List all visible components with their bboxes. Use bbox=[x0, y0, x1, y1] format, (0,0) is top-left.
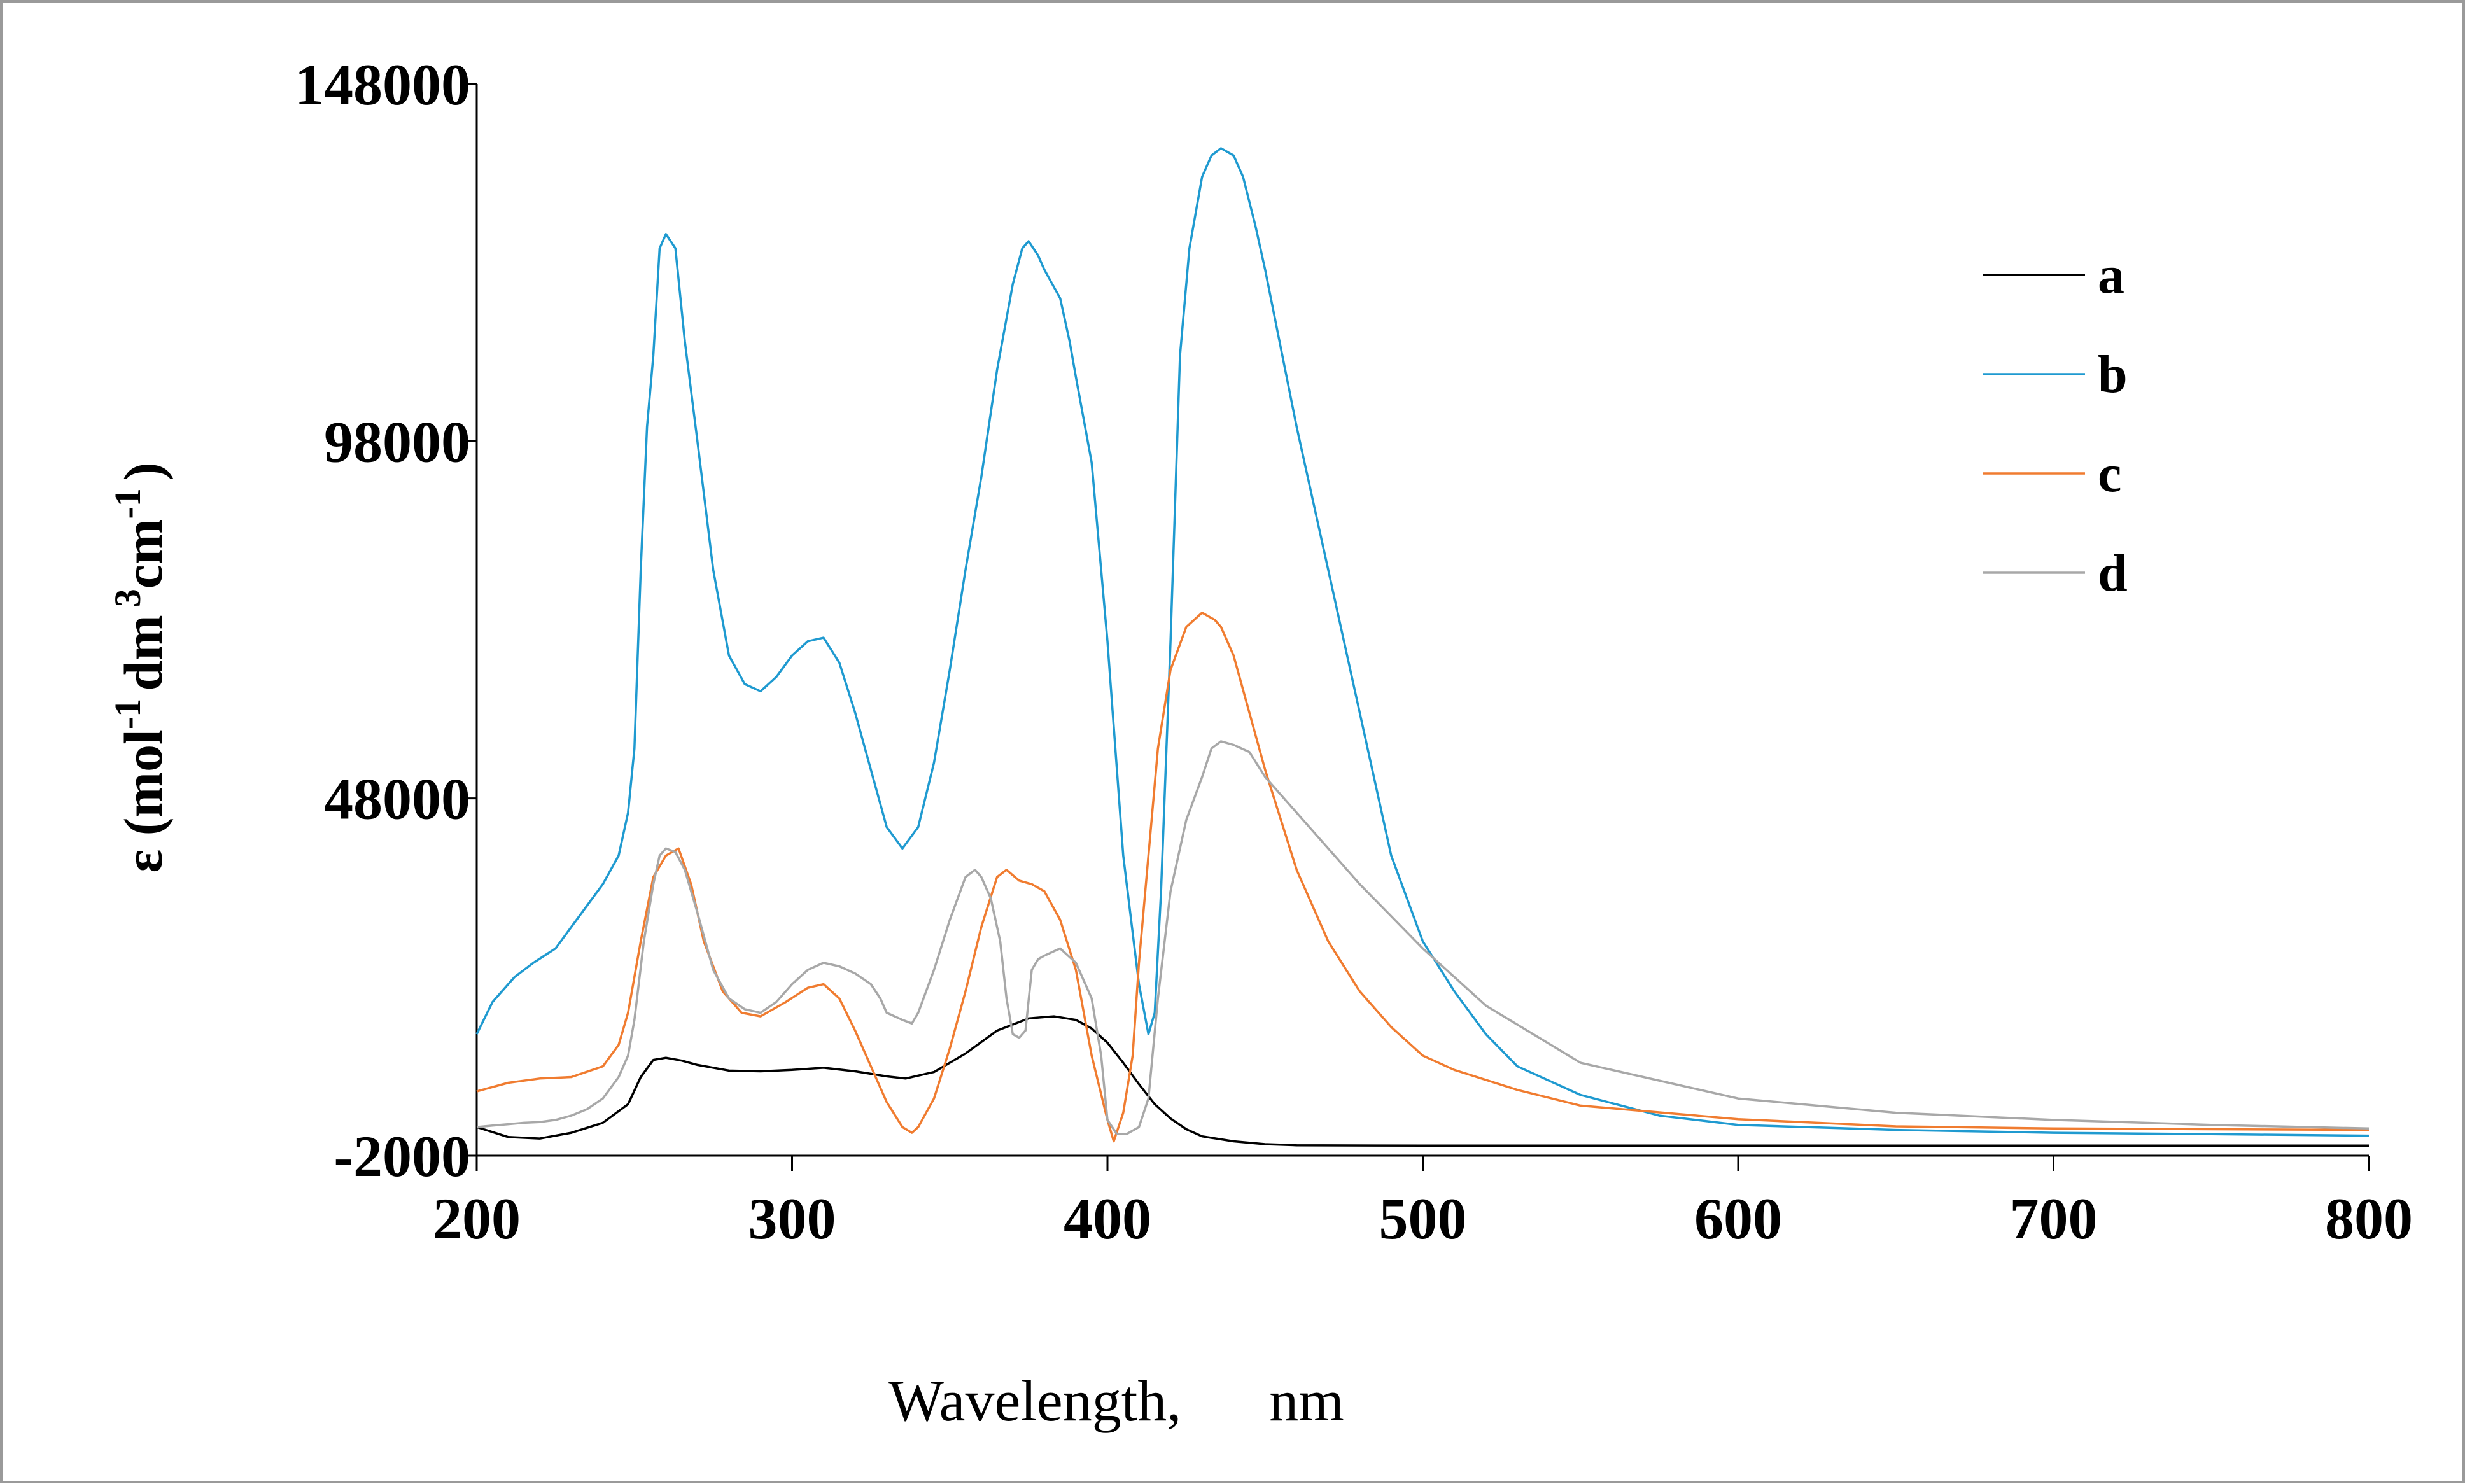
series-line-b bbox=[475, 147, 2370, 1137]
y-tick-label: 148000 bbox=[295, 52, 470, 117]
legend-label-c: c bbox=[2098, 444, 2121, 503]
series-lines bbox=[475, 147, 2370, 1147]
y-tick-label: -2000 bbox=[334, 1124, 470, 1189]
y-axis-title: ε (mol-1dm3cm-1) bbox=[107, 463, 174, 873]
x-tick-label: 500 bbox=[1379, 1186, 1467, 1251]
y-title-sup-3: -1 bbox=[107, 488, 148, 519]
y-title-part-1: ε (mol bbox=[113, 729, 174, 872]
x-tick-label: 300 bbox=[748, 1186, 836, 1251]
x-tick-label: 700 bbox=[2010, 1186, 2098, 1251]
legend-label-d: d bbox=[2098, 543, 2128, 603]
x-axis-title: Wavelength, nm bbox=[888, 1368, 1344, 1433]
x-tick-label: 600 bbox=[1694, 1186, 1782, 1251]
x-tick-label: 200 bbox=[433, 1186, 521, 1251]
series-line-d bbox=[476, 740, 2370, 1136]
y-title-part-2: dm bbox=[113, 615, 174, 690]
x-tick-label: 800 bbox=[2325, 1186, 2413, 1251]
legend-label-a: a bbox=[2098, 246, 2124, 305]
series-line-c bbox=[476, 612, 2370, 1143]
y-title-part-3: cm bbox=[113, 519, 174, 589]
legend-label-b: b bbox=[2098, 345, 2128, 404]
y-title-sup-2: 3 bbox=[107, 589, 148, 607]
x-tick-label: 400 bbox=[1064, 1186, 1151, 1251]
axes: -2000 48000 98000 148000 200 300 400 500 600 700 8… bbox=[295, 52, 2413, 1251]
chart-plot: -2000 48000 98000 148000 200 300 400 500 600 700 8… bbox=[107, 52, 2413, 1433]
series-line-a bbox=[476, 1015, 2369, 1147]
y-tick-label: 98000 bbox=[324, 409, 470, 474]
y-title-part-4: ) bbox=[113, 463, 174, 481]
y-title-sup-1: -1 bbox=[107, 699, 148, 729]
y-tick-label: 48000 bbox=[324, 767, 470, 832]
